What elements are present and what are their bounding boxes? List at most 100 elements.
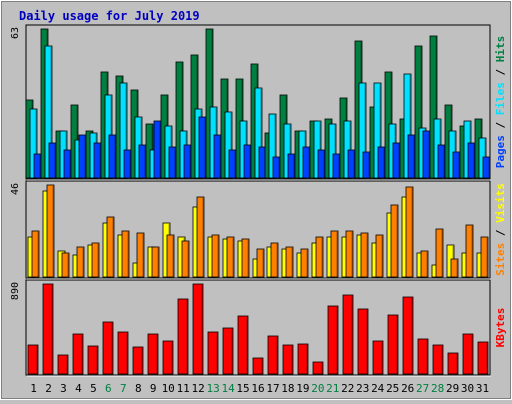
x-label-day-4: 4 — [75, 382, 82, 395]
bar-rect — [61, 252, 70, 278]
x-label-day-18: 18 — [281, 382, 294, 395]
bar-rect — [390, 204, 399, 278]
bar-rect — [252, 357, 264, 375]
bar-kbytes-day-23 — [357, 308, 369, 375]
bar-rect — [181, 240, 190, 278]
bar-rect — [343, 120, 352, 179]
bar-rect — [166, 234, 175, 278]
bar-kbytes-day-29 — [447, 352, 459, 375]
bar-sites-day-5 — [91, 242, 100, 278]
x-label-day-2: 2 — [45, 382, 52, 395]
bar-rect — [477, 341, 489, 375]
bar-rect — [44, 45, 53, 179]
bar-rect — [402, 296, 414, 375]
bar-sites-day-18 — [285, 246, 294, 278]
x-label-day-10: 10 — [162, 382, 175, 395]
x-label-day-17: 17 — [266, 382, 279, 395]
bar-pages-day-2 — [48, 142, 57, 179]
bar-rect — [147, 333, 159, 375]
bar-kbytes-day-30 — [462, 333, 474, 375]
bar-rect — [119, 82, 128, 179]
bar-rect — [117, 331, 129, 375]
bar-rect — [482, 156, 491, 179]
legend-hits: Hits — [494, 36, 507, 63]
bar-rect — [297, 343, 309, 375]
legend-pages: Pages — [494, 135, 507, 168]
bar-rect — [267, 335, 279, 375]
bar-sites-day-6 — [106, 216, 115, 278]
bar-rect — [132, 346, 144, 375]
bar-rect — [387, 314, 399, 375]
bar-rect — [328, 123, 337, 179]
bar-rect — [357, 308, 369, 375]
bar-pages-day-31 — [482, 156, 491, 179]
legend-visits: Visits — [494, 183, 507, 223]
bar-rect — [285, 246, 294, 278]
x-label-day-24: 24 — [371, 382, 385, 395]
bar-sites-day-30 — [465, 224, 474, 278]
bar-rect — [46, 184, 55, 278]
bar-rect — [177, 298, 189, 375]
x-label-day-29: 29 — [446, 382, 459, 395]
panel-legend-hits-files-pages: Pages / Files / Hits — [494, 36, 507, 169]
bar-rect — [237, 315, 249, 375]
bar-rect — [429, 35, 438, 179]
bar-rect — [327, 305, 339, 375]
bar-pages-day-22 — [347, 149, 356, 179]
bar-kbytes-day-6 — [102, 321, 114, 375]
bar-sites-day-20 — [315, 236, 324, 278]
bar-sites-day-17 — [270, 242, 279, 278]
bar-rect — [226, 236, 235, 278]
bar-rect — [211, 234, 220, 278]
chart-bars — [25, 28, 491, 375]
bar-kbytes-day-15 — [237, 315, 249, 375]
bar-sites-day-8 — [136, 232, 145, 278]
panel-legend-kbytes: KBytes — [494, 308, 507, 348]
bar-rect — [256, 248, 265, 278]
bar-kbytes-day-20 — [312, 361, 324, 375]
legend-files: Files — [494, 82, 507, 115]
bar-pages-day-9 — [153, 120, 162, 179]
bar-sites-day-7 — [121, 230, 130, 278]
bar-pages-day-17 — [272, 156, 281, 179]
bar-sites-day-12 — [196, 196, 205, 278]
bar-sites-day-3 — [61, 252, 70, 278]
bar-sites-day-22 — [345, 230, 354, 278]
bar-kbytes-day-25 — [387, 314, 399, 375]
bar-rect — [450, 258, 459, 278]
bar-pages-day-10 — [168, 146, 177, 179]
bar-sites-day-23 — [360, 232, 369, 278]
bar-sites-day-26 — [405, 186, 414, 278]
x-label-day-5: 5 — [90, 382, 97, 395]
bar-sites-day-2 — [46, 184, 55, 278]
panel-max-label: 46 — [10, 183, 21, 195]
x-label-day-20: 20 — [311, 382, 324, 395]
bar-pages-day-18 — [287, 153, 296, 179]
x-label-day-13: 13 — [206, 382, 219, 395]
bar-pages-day-1 — [33, 153, 42, 179]
bar-rect — [330, 230, 339, 278]
bar-rect — [372, 340, 384, 375]
bar-rect — [268, 113, 277, 179]
bar-rect — [342, 294, 354, 375]
x-label-day-12: 12 — [191, 382, 204, 395]
x-label-day-23: 23 — [356, 382, 369, 395]
bar-kbytes-day-2 — [42, 283, 54, 375]
bar-kbytes-day-27 — [417, 338, 429, 375]
bar-kbytes-day-31 — [477, 341, 489, 375]
x-label-day-9: 9 — [150, 382, 157, 395]
bar-pages-day-25 — [392, 142, 401, 179]
x-label-day-27: 27 — [416, 382, 429, 395]
bar-sites-day-19 — [300, 248, 309, 278]
bar-kbytes-day-4 — [72, 333, 84, 375]
bar-sites-day-24 — [375, 234, 384, 278]
bar-rect — [136, 232, 145, 278]
bar-pages-day-28 — [437, 144, 446, 179]
x-label-day-31: 31 — [476, 382, 489, 395]
bar-rect — [224, 111, 233, 179]
bar-kbytes-day-5 — [87, 345, 99, 375]
bar-rect — [106, 216, 115, 278]
bar-kbytes-day-8 — [132, 346, 144, 375]
bar-kbytes-day-3 — [57, 354, 69, 375]
